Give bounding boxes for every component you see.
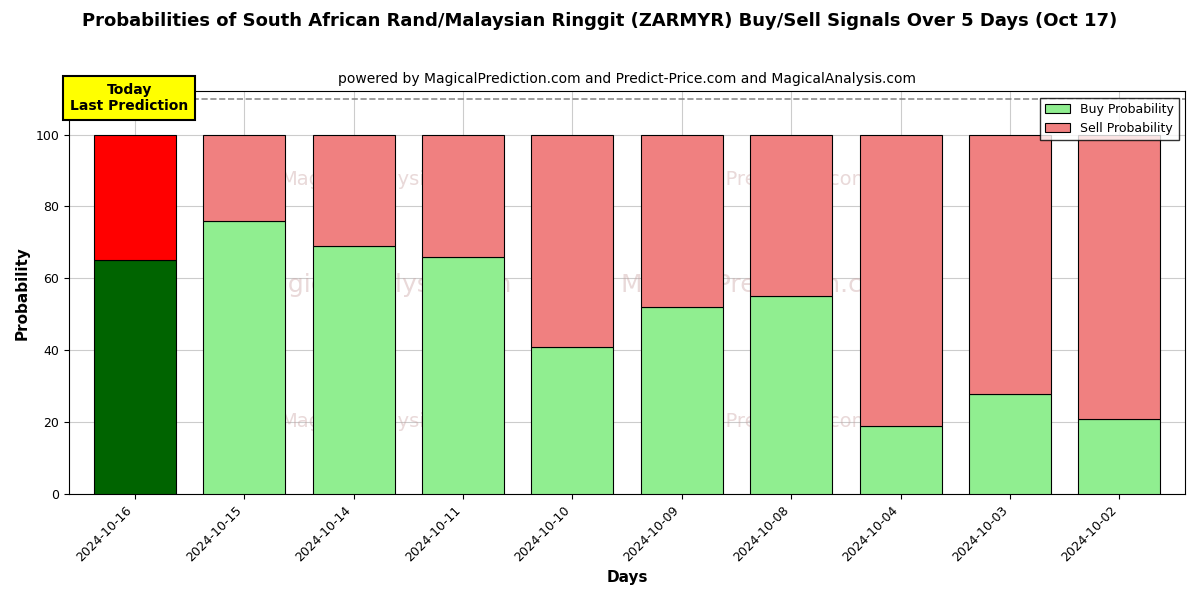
Bar [94, 134, 176, 260]
Bar [312, 246, 395, 494]
Text: Probabilities of South African Rand/Malaysian Ringgit (ZARMYR) Buy/Sell Signals : Probabilities of South African Rand/Mala… [83, 12, 1117, 30]
Bar [1079, 134, 1160, 419]
Text: MagicalAnalysis.com: MagicalAnalysis.com [281, 412, 482, 431]
Text: MagicalPrediction.com: MagicalPrediction.com [652, 170, 871, 190]
Text: MagicalPrediction.com: MagicalPrediction.com [620, 273, 901, 297]
Bar [203, 221, 286, 494]
Bar [859, 426, 942, 494]
Text: MagicalAnalysis.com: MagicalAnalysis.com [252, 273, 511, 297]
X-axis label: Days: Days [606, 570, 648, 585]
Bar [94, 260, 176, 494]
Bar [203, 134, 286, 221]
Bar [968, 394, 1051, 494]
Title: powered by MagicalPrediction.com and Predict-Price.com and MagicalAnalysis.com: powered by MagicalPrediction.com and Pre… [338, 72, 916, 86]
Bar [641, 134, 722, 307]
Text: Today
Last Prediction: Today Last Prediction [70, 83, 188, 113]
Bar [750, 296, 832, 494]
Bar [312, 134, 395, 246]
Bar [532, 134, 613, 347]
Bar [1079, 419, 1160, 494]
Text: MagicalPrediction.com: MagicalPrediction.com [652, 412, 871, 431]
Legend: Buy Probability, Sell Probability: Buy Probability, Sell Probability [1040, 98, 1178, 140]
Y-axis label: Probability: Probability [16, 246, 30, 340]
Bar [422, 134, 504, 257]
Bar [968, 134, 1051, 394]
Bar [859, 134, 942, 426]
Bar [641, 307, 722, 494]
Bar [532, 347, 613, 494]
Bar [422, 257, 504, 494]
Bar [750, 134, 832, 296]
Text: MagicalAnalysis.com: MagicalAnalysis.com [281, 170, 482, 190]
